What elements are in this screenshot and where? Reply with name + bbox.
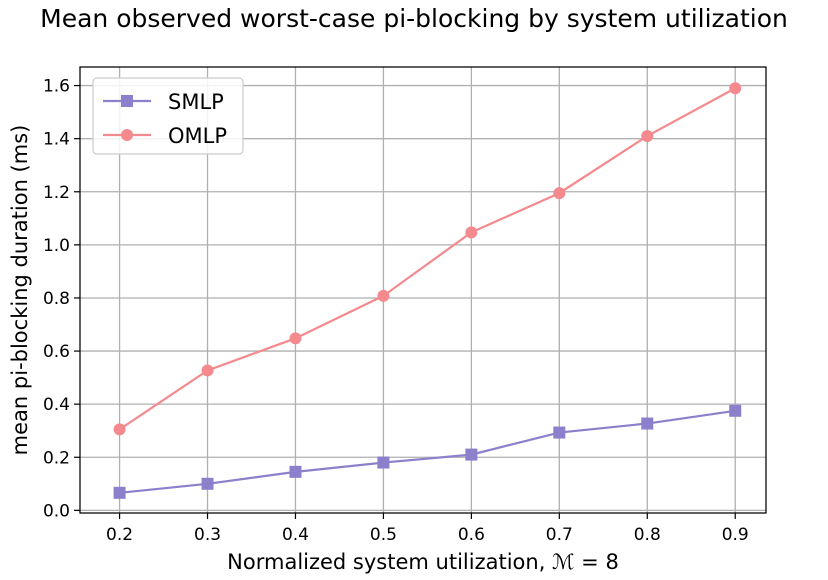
x-tick-label: 0.6 (458, 525, 485, 545)
legend-label: OMLP (168, 124, 227, 148)
omlp-line (118, 87, 736, 431)
legend-label: SMLP (168, 90, 224, 114)
y-tick-label: 0.0 (43, 501, 70, 521)
omlp-marker (113, 423, 126, 436)
smlp-marker (289, 465, 302, 478)
y-tick-label: 0.2 (43, 448, 70, 468)
y-tick-label: 1.0 (43, 236, 70, 256)
plot-frame (79, 66, 767, 514)
smlp-marker (113, 486, 126, 499)
x-tick-label: 0.5 (370, 525, 397, 545)
y-tick-label: 0.4 (43, 395, 70, 415)
omlp-marker (465, 226, 478, 239)
x-tick-label: 0.2 (106, 525, 133, 545)
smlp-marker (729, 404, 742, 417)
legend-square-marker (121, 95, 133, 107)
grid-lines (80, 67, 766, 513)
x-tick-label: 0.3 (194, 525, 221, 545)
chart-title: Mean observed worst-case pi-blocking by … (40, 4, 788, 33)
omlp-marker (201, 364, 214, 377)
y-tick-label: 1.2 (43, 183, 70, 203)
legend-item-smlp: SMLP (103, 90, 224, 114)
legend-item-omlp: OMLP (103, 124, 227, 148)
omlp-marker (377, 289, 390, 302)
y-tick-label: 1.4 (43, 130, 70, 150)
x-tick-label: 0.9 (722, 525, 749, 545)
smlp-marker (465, 448, 478, 461)
x-tick-label: 0.4 (282, 525, 309, 545)
series-smlp (113, 404, 742, 499)
y-tick-label: 0.8 (43, 289, 70, 309)
smlp-marker (377, 456, 390, 469)
series-group (113, 82, 742, 499)
smlp-line (119, 409, 736, 494)
smlp-marker (553, 426, 566, 439)
x-tick-label: 0.8 (634, 525, 661, 545)
smlp-marker (201, 477, 214, 490)
omlp-marker (553, 187, 566, 200)
y-tick-label: 0.6 (43, 342, 70, 362)
y-tick-label: 1.6 (43, 77, 70, 97)
axis-ticks: 0.2 0.3 0.4 0.5 0.6 0.7 0.8 0.9 0.0 0.2 0.4 0.6 0.8 1… (43, 77, 749, 545)
legend: SMLP OMLP (92, 77, 244, 155)
omlp-marker (641, 130, 654, 143)
omlp-marker (289, 332, 302, 345)
x-axis-label: Normalized system utilization, ℳ = 8 (227, 550, 619, 574)
y-axis-label: mean pi-blocking duration (ms) (8, 125, 32, 456)
omlp-marker (729, 82, 742, 95)
x-tick-label: 0.7 (546, 525, 573, 545)
smlp-marker (641, 417, 654, 430)
legend-circle-marker (121, 129, 133, 141)
series-omlp (113, 82, 742, 436)
